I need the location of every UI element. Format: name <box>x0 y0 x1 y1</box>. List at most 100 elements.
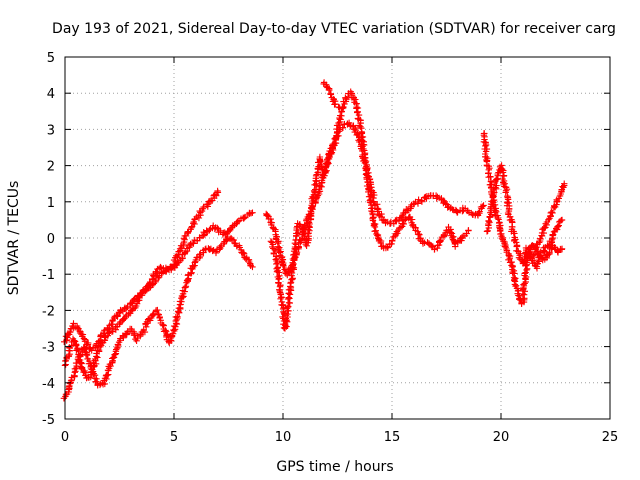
data-point <box>522 275 529 282</box>
y-tick-label: 5 <box>47 51 55 66</box>
data-point <box>146 280 153 287</box>
data-point <box>188 224 195 231</box>
data-point <box>282 312 290 319</box>
data-point <box>321 172 328 179</box>
x-tick-label: 0 <box>61 430 69 445</box>
data-point <box>123 305 130 312</box>
data-point <box>465 227 472 234</box>
series-track-c <box>60 233 256 402</box>
data-point <box>483 228 491 235</box>
data-point <box>94 354 101 361</box>
data-point <box>349 123 357 130</box>
data-point <box>234 218 241 225</box>
data-point <box>493 176 500 183</box>
y-tick-label: -4 <box>42 377 55 392</box>
data-point <box>97 331 105 339</box>
y-axis-title: SDTVAR / TECUs <box>6 181 22 296</box>
data-point <box>442 200 449 207</box>
data-point <box>458 234 466 241</box>
data-point <box>334 126 341 133</box>
series-track-i <box>529 180 568 260</box>
data-point <box>150 272 157 279</box>
y-tick-label: 4 <box>47 87 55 102</box>
data-point <box>66 329 74 336</box>
data-point <box>109 325 117 332</box>
data-point <box>203 227 210 234</box>
data-point <box>522 269 529 276</box>
data-point <box>240 249 247 256</box>
data-point <box>92 360 100 367</box>
data-point <box>558 245 566 253</box>
data-point <box>558 216 566 224</box>
y-tick-label: -5 <box>42 413 55 428</box>
series-track-e <box>267 88 472 332</box>
data-point <box>83 352 91 359</box>
data-point <box>111 351 119 358</box>
data-point <box>358 134 365 141</box>
data-point <box>418 197 425 204</box>
data-point <box>212 249 220 257</box>
data-point <box>230 236 237 244</box>
data-point <box>352 96 359 103</box>
data-point <box>67 377 75 384</box>
data-point <box>495 216 502 223</box>
data-point <box>190 263 197 271</box>
data-point <box>371 191 378 199</box>
data-point <box>182 283 190 290</box>
data-point <box>389 237 396 245</box>
data-point <box>312 172 320 179</box>
data-point <box>394 230 401 237</box>
y-tick-label: 1 <box>47 196 55 211</box>
data-point <box>164 265 172 273</box>
data-point <box>384 244 391 251</box>
data-point <box>140 327 147 334</box>
data-point <box>484 227 491 234</box>
data-point <box>509 270 517 277</box>
data-point <box>109 354 117 362</box>
data-point <box>113 345 121 352</box>
y-tick-label: -1 <box>42 268 55 283</box>
data-point <box>480 202 487 209</box>
data-point <box>249 263 256 271</box>
data-point <box>355 111 363 119</box>
data-point <box>306 220 313 228</box>
data-point <box>554 223 561 231</box>
data-point <box>338 108 345 116</box>
data-point <box>400 209 408 217</box>
data-point <box>138 290 145 297</box>
data-point <box>313 178 320 185</box>
data-point <box>548 236 556 243</box>
data-point <box>352 127 359 134</box>
data-point <box>242 255 249 263</box>
data-point <box>277 295 284 302</box>
series-layer <box>60 79 568 402</box>
data-point <box>350 95 358 103</box>
data-point <box>152 307 160 314</box>
data-point <box>287 280 294 287</box>
data-point <box>307 207 314 215</box>
data-point <box>73 341 80 349</box>
x-tick-label: 10 <box>275 430 292 445</box>
data-point <box>531 244 539 252</box>
data-point <box>70 372 78 379</box>
data-point <box>70 320 77 327</box>
plot-frame <box>64 56 611 420</box>
data-point <box>407 203 414 210</box>
data-point <box>485 174 492 181</box>
data-point <box>181 284 189 291</box>
data-point <box>370 222 378 229</box>
x-tick-label: 15 <box>384 430 401 445</box>
data-point <box>479 203 486 210</box>
data-point <box>333 132 340 139</box>
data-point <box>548 208 555 216</box>
series-track-a <box>61 187 222 354</box>
data-point <box>561 180 568 187</box>
data-point <box>437 237 444 244</box>
data-point <box>299 227 306 234</box>
series-track-f <box>480 130 566 307</box>
data-point <box>550 231 557 238</box>
data-point <box>520 259 527 266</box>
data-point <box>502 189 509 196</box>
data-point <box>503 186 511 193</box>
